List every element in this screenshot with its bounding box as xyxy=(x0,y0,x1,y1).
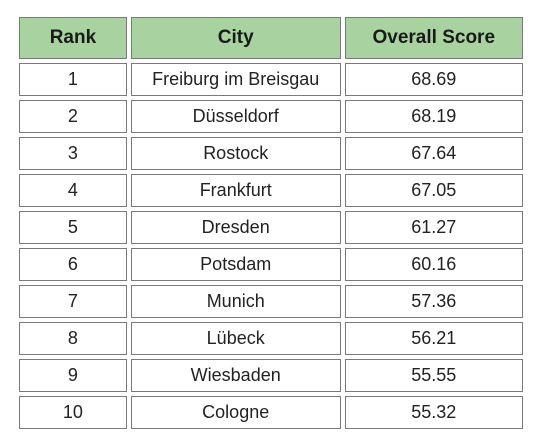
table-row: 3 Rostock 67.64 xyxy=(19,137,523,170)
table-row: 9 Wiesbaden 55.55 xyxy=(19,359,523,392)
ranking-table-container: Rank City Overall Score 1 Freiburg im Br… xyxy=(15,13,527,433)
table-row: 10 Cologne 55.32 xyxy=(19,396,523,429)
table-row: 5 Dresden 61.27 xyxy=(19,211,523,244)
city-cell: Rostock xyxy=(130,137,341,170)
score-cell: 55.55 xyxy=(344,359,523,392)
rank-cell: 10 xyxy=(19,396,127,429)
table-row: 4 Frankfurt 67.05 xyxy=(19,174,523,207)
score-cell: 67.05 xyxy=(344,174,523,207)
rank-cell: 1 xyxy=(19,63,127,96)
table-row: 1 Freiburg im Breisgau 68.69 xyxy=(19,63,523,96)
rank-cell: 4 xyxy=(19,174,127,207)
city-cell: Düsseldorf xyxy=(130,100,341,133)
score-cell: 57.36 xyxy=(344,285,523,318)
score-cell: 61.27 xyxy=(344,211,523,244)
column-header-rank: Rank xyxy=(19,17,127,59)
city-cell: Wiesbaden xyxy=(130,359,341,392)
city-cell: Cologne xyxy=(130,396,341,429)
city-ranking-table: Rank City Overall Score 1 Freiburg im Br… xyxy=(15,13,527,433)
score-cell: 67.64 xyxy=(344,137,523,170)
column-header-city: City xyxy=(130,17,341,59)
city-cell: Frankfurt xyxy=(130,174,341,207)
table-body: 1 Freiburg im Breisgau 68.69 2 Düsseldor… xyxy=(19,63,523,429)
score-cell: 68.19 xyxy=(344,100,523,133)
rank-cell: 3 xyxy=(19,137,127,170)
rank-cell: 5 xyxy=(19,211,127,244)
city-cell: Dresden xyxy=(130,211,341,244)
city-cell: Lübeck xyxy=(130,322,341,355)
table-row: 8 Lübeck 56.21 xyxy=(19,322,523,355)
score-cell: 56.21 xyxy=(344,322,523,355)
city-cell: Potsdam xyxy=(130,248,341,281)
score-cell: 68.69 xyxy=(344,63,523,96)
table-row: 2 Düsseldorf 68.19 xyxy=(19,100,523,133)
rank-cell: 7 xyxy=(19,285,127,318)
rank-cell: 6 xyxy=(19,248,127,281)
table-header-row: Rank City Overall Score xyxy=(19,17,523,59)
table-row: 7 Munich 57.36 xyxy=(19,285,523,318)
score-cell: 55.32 xyxy=(344,396,523,429)
column-header-overall-score: Overall Score xyxy=(344,17,523,59)
rank-cell: 8 xyxy=(19,322,127,355)
rank-cell: 2 xyxy=(19,100,127,133)
city-cell: Munich xyxy=(130,285,341,318)
rank-cell: 9 xyxy=(19,359,127,392)
table-row: 6 Potsdam 60.16 xyxy=(19,248,523,281)
score-cell: 60.16 xyxy=(344,248,523,281)
city-cell: Freiburg im Breisgau xyxy=(130,63,341,96)
